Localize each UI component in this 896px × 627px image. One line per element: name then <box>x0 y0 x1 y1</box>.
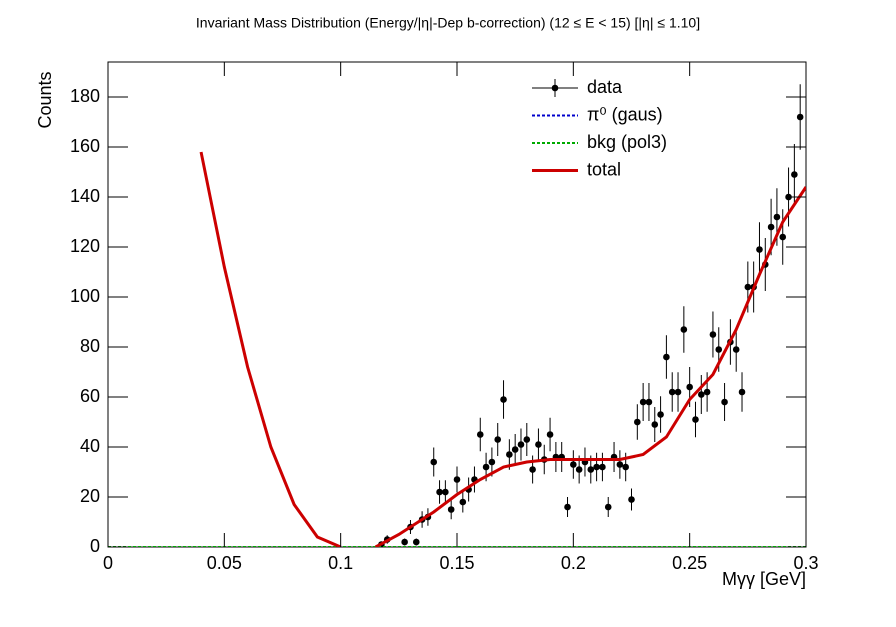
data-point <box>500 396 507 403</box>
data-point <box>668 388 676 396</box>
data-point <box>575 466 583 473</box>
data-point <box>401 538 408 546</box>
y-tick-label: 80 <box>80 336 100 356</box>
data-point <box>634 418 641 426</box>
data-point <box>703 388 711 396</box>
data-point <box>657 411 664 418</box>
data-point <box>744 283 752 291</box>
data-point <box>698 391 705 398</box>
x-tick-label: 0.15 <box>439 553 474 573</box>
data-point <box>453 476 461 483</box>
data-point <box>686 383 693 391</box>
data-point <box>680 326 688 333</box>
data-point <box>436 488 443 496</box>
data-point <box>593 463 600 471</box>
x-tick-label: 0.2 <box>561 553 586 573</box>
x-tick-label: 0.05 <box>207 553 242 573</box>
data-point <box>494 436 502 443</box>
x-axis-label: Mγγ [GeV] <box>722 569 806 589</box>
data-point <box>674 388 682 396</box>
data-point <box>651 421 659 428</box>
data-point <box>488 458 496 466</box>
data-point <box>663 353 670 361</box>
data-point <box>529 466 536 473</box>
data-point <box>622 463 629 471</box>
data-point <box>412 538 420 546</box>
data-point <box>482 463 490 471</box>
data-point <box>767 223 775 231</box>
data-point <box>721 398 728 406</box>
y-tick-label: 100 <box>70 286 100 306</box>
data-point <box>546 431 554 438</box>
x-tick-label: 0.3 <box>793 553 818 573</box>
y-tick-label: 160 <box>70 136 100 156</box>
data-point <box>616 461 624 468</box>
data-point <box>645 398 653 406</box>
legend-label: data <box>587 77 623 97</box>
data-point <box>779 233 787 241</box>
y-tick-label: 40 <box>80 436 100 456</box>
legend-symbol <box>551 84 559 92</box>
x-tick-label: 0.1 <box>328 553 353 573</box>
y-tick-label: 0 <box>90 536 100 556</box>
data-point <box>587 466 595 473</box>
legend-label: total <box>587 159 621 179</box>
data-point <box>791 171 798 178</box>
y-tick-label: 180 <box>70 86 100 106</box>
data-point <box>738 388 746 396</box>
y-axis-label: Counts <box>35 71 55 128</box>
chart-title: Invariant Mass Distribution (Energy/|η|-… <box>196 15 700 31</box>
data-point <box>476 431 484 438</box>
data-point <box>570 461 577 468</box>
data-point <box>523 436 531 443</box>
data-point <box>604 503 612 511</box>
data-point <box>639 398 647 406</box>
data-point <box>628 496 635 503</box>
y-tick-label: 60 <box>80 386 100 406</box>
data-point <box>756 246 763 253</box>
data-point <box>715 346 723 353</box>
data-point <box>506 451 513 458</box>
data-point <box>599 463 606 471</box>
legend: data π⁰ (gaus) bkg (pol3) total <box>532 77 667 179</box>
data-point <box>709 331 717 338</box>
data-point <box>447 506 455 513</box>
data-point <box>459 498 467 506</box>
y-tick-label: 20 <box>80 486 100 506</box>
data-point <box>511 446 519 453</box>
legend-label: π⁰ (gaus) <box>587 104 663 124</box>
fit-line <box>199 151 806 547</box>
x-tick-label: 0.25 <box>672 553 707 573</box>
legend-label: bkg (pol3) <box>587 132 667 152</box>
x-tick-label: 0 <box>103 553 113 573</box>
data-point <box>796 113 804 121</box>
y-tick-label: 120 <box>70 236 100 256</box>
data-point <box>535 441 542 448</box>
data-point <box>564 503 571 511</box>
data-point <box>692 416 699 423</box>
data-point <box>430 458 438 466</box>
plot-area <box>108 84 806 547</box>
data-point <box>773 213 781 221</box>
y-tick-label: 140 <box>70 186 100 206</box>
data-point <box>442 488 449 496</box>
data-point <box>517 441 525 448</box>
data-point <box>732 346 740 353</box>
